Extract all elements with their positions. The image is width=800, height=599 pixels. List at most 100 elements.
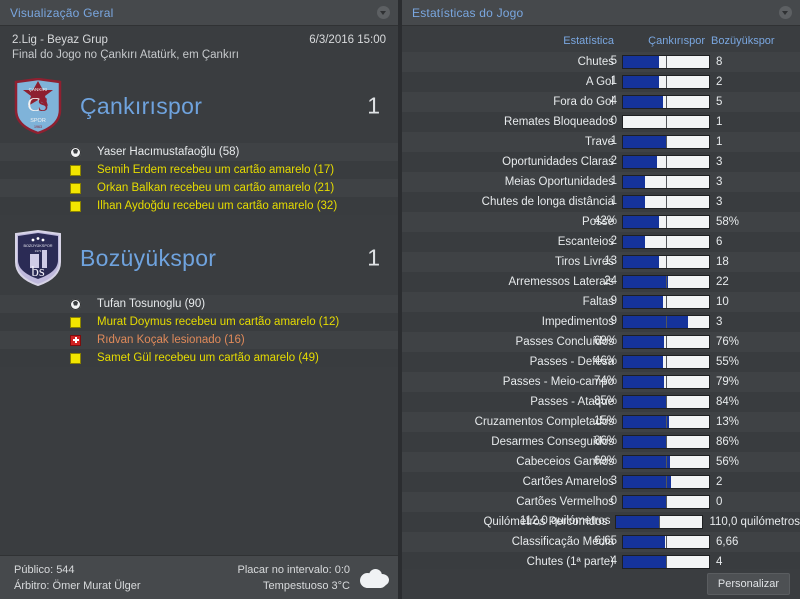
stat-bar-divider	[666, 116, 667, 128]
match-event-row[interactable]: Rıdvan Koçak lesionado (16)	[0, 331, 398, 349]
stat-row: Passes Concluídos 69% 76%	[402, 332, 800, 352]
stat-away-value: 58%	[716, 216, 740, 228]
svg-text:SPOR: SPOR	[30, 118, 46, 124]
stat-label: Remates Bloqueados	[504, 116, 614, 128]
personalizar-button[interactable]: Personalizar	[706, 573, 790, 595]
stat-home-value: 42%	[593, 215, 617, 227]
stat-away-value: 22	[716, 276, 729, 288]
stat-bar: 24	[604, 275, 710, 289]
stat-away-value: 56%	[716, 456, 740, 468]
match-event-row[interactable]: İlhan Aydoğdu recebeu um cartão amarelo …	[0, 197, 398, 215]
stat-home-value: 9	[610, 315, 617, 327]
stat-bar-divider	[666, 536, 667, 548]
stat-home-value: 69%	[593, 335, 617, 347]
match-event-text: Semih Erdem recebeu um cartão amarelo (1…	[97, 164, 335, 176]
stat-home-value: 5	[610, 55, 617, 67]
stat-bar: 9	[611, 295, 710, 309]
bozuyukspor-crest: BOZÜYÜKSPOR 1973 bs	[14, 229, 62, 287]
stat-home-value: 69%	[593, 455, 617, 467]
stat-label: Chutes	[577, 56, 614, 68]
stat-away-value: 3	[716, 196, 723, 208]
stat-row: Remates Bloqueados 0 1	[402, 112, 800, 132]
stat-row: Classificação Média 6,65 6,66	[402, 532, 800, 552]
stat-bar-track	[622, 495, 710, 509]
chevron-down-icon[interactable]	[779, 6, 792, 19]
stat-bar-track	[622, 155, 710, 169]
stat-bar-fill-home	[623, 376, 665, 388]
stat-label: Cruzamentos Completados	[474, 416, 614, 428]
stat-home-value: 85%	[593, 395, 617, 407]
stat-row: A Gol 1 2	[402, 72, 800, 92]
match-event-row[interactable]: Semih Erdem recebeu um cartão amarelo (1…	[0, 161, 398, 179]
stat-bar-fill-home	[623, 276, 668, 288]
stat-bar-divider	[666, 316, 667, 328]
stat-away-value: 3	[716, 316, 723, 328]
overview-panel-title: Visualização Geral	[10, 5, 114, 20]
team-header[interactable]: BOZÜYÜKSPOR 1973 bs Bozüyükspor 1	[0, 227, 398, 289]
stat-row: Tiros Livres 13 18	[402, 252, 800, 272]
stat-away-value: 3	[716, 176, 723, 188]
svg-text:C: C	[27, 94, 40, 116]
stat-label: Classificação Média	[511, 536, 614, 548]
stat-home-value: 1	[610, 195, 617, 207]
match-event-row[interactable]: Tufan Tosunoglu (90)	[0, 295, 398, 313]
match-event-row[interactable]: Murat Doymus recebeu um cartão amarelo (…	[0, 313, 398, 331]
cankirispor-crest: ÇANKIRI C S SPOR 1963	[14, 77, 62, 135]
stat-home-value: 15%	[593, 415, 617, 427]
match-event-row[interactable]: Samet Gül recebeu um cartão amarelo (49)	[0, 349, 398, 367]
stat-bar-track	[622, 235, 710, 249]
match-datetime: 6/3/2016 15:00	[309, 34, 386, 46]
stat-bar-divider	[666, 136, 667, 148]
team-header[interactable]: ÇANKIRI C S SPOR 1963 Çankırıspor 1	[0, 75, 398, 137]
match-footer-right: Placar no intervalo: 0:0 Tempestuoso 3°C	[237, 562, 389, 594]
stat-bar: 1	[611, 135, 710, 149]
stat-bar-track	[622, 195, 710, 209]
stat-bar: 13	[604, 255, 710, 269]
match-event-row[interactable]: Yaser Hacımustafaoğlu (58)	[0, 143, 398, 161]
stats-table: Estatística Çankırıspor Bozüyükspor Chut…	[402, 26, 800, 592]
overview-panel-header: Visualização Geral	[0, 0, 398, 26]
stat-bar-divider	[666, 156, 667, 168]
team-events: Yaser Hacımustafaoğlu (58) Semih Erdem re…	[0, 143, 398, 215]
stat-home-value: 1	[610, 175, 617, 187]
stat-bar: 5	[611, 55, 710, 69]
stat-bar-divider	[666, 376, 667, 388]
cloud-icon	[360, 568, 389, 588]
stat-bar: 85%	[594, 395, 710, 409]
stat-row: Meias Oportunidades 1 3	[402, 172, 800, 192]
stat-bar-track	[622, 275, 710, 289]
stat-bar-divider	[666, 476, 667, 488]
stat-bar-track	[615, 515, 704, 529]
stat-bar-fill-home	[623, 356, 663, 368]
stat-label: Cabeceios Ganhos	[516, 456, 614, 468]
stat-away-value: 18	[716, 256, 729, 268]
stat-bar-track	[622, 95, 710, 109]
stat-away-value: 13%	[716, 416, 740, 428]
svg-text:BOZÜYÜKSPOR: BOZÜYÜKSPOR	[23, 244, 52, 248]
stat-bar-divider	[666, 336, 667, 348]
stat-away-value: 110,0 quilómetros	[709, 516, 800, 528]
match-footer: Público: 544 Árbitro: Ömer Murat Ülger P…	[0, 555, 398, 599]
overview-panel: Visualização Geral 2.Lig - Beyaz Grup 6/…	[0, 0, 398, 599]
stat-bar-track	[622, 55, 710, 69]
stat-bar-track	[622, 175, 710, 189]
match-event-text: Orkan Balkan recebeu um cartão amarelo (…	[97, 182, 335, 194]
match-event-row[interactable]: Orkan Balkan recebeu um cartão amarelo (…	[0, 179, 398, 197]
chevron-down-icon[interactable]	[377, 6, 390, 19]
stat-bar-fill-home	[623, 496, 666, 508]
stat-label: Passes - Ataque	[530, 396, 614, 408]
team-name[interactable]: Çankırıspor	[80, 92, 203, 119]
stat-bar-track	[622, 75, 710, 89]
match-meta: 2.Lig - Beyaz Grup 6/3/2016 15:00 Final …	[0, 26, 398, 63]
stat-bar-divider	[666, 96, 667, 108]
team-name[interactable]: Bozüyükspor	[80, 244, 217, 271]
match-event-text: Yaser Hacımustafaoğlu (58)	[97, 146, 240, 158]
stat-label: A Gol	[585, 76, 614, 88]
stat-label: Escanteios	[557, 236, 614, 248]
team-block: ÇANKIRI C S SPOR 1963 Çankırıspor 1 Yaser …	[0, 75, 398, 215]
stat-bar-divider	[666, 456, 667, 468]
stat-bar-divider	[666, 296, 667, 308]
stat-bar-track	[622, 135, 710, 149]
stat-away-value: 2	[716, 76, 723, 88]
stat-bar-fill-home	[623, 336, 665, 348]
